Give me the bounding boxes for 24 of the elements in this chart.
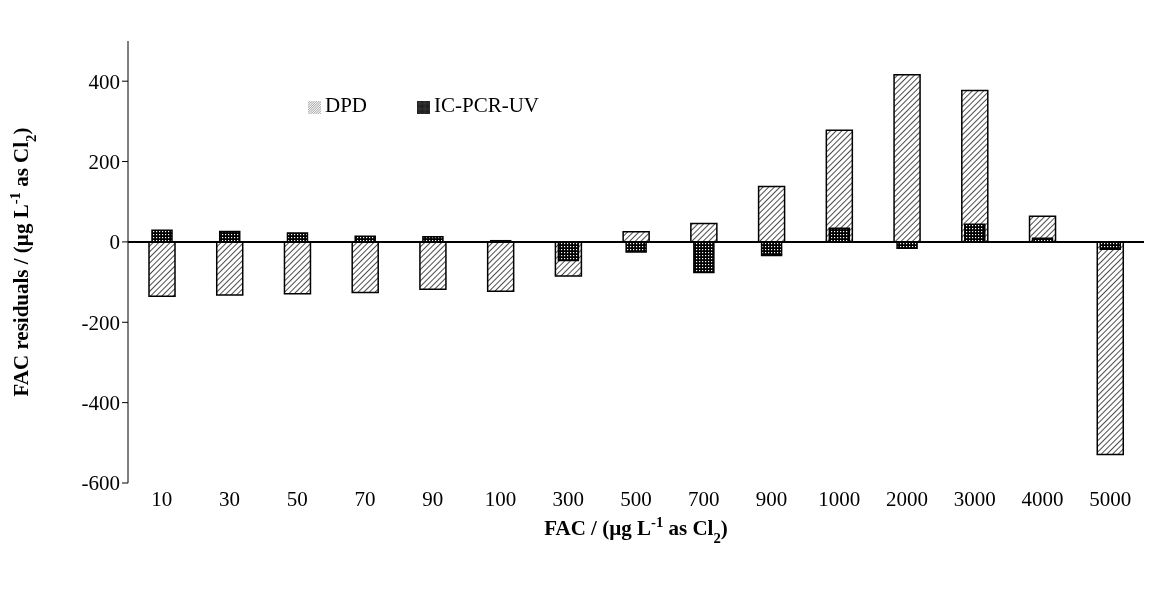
x-tick-label: 4000: [1021, 486, 1064, 511]
x-tick-label: 5000: [1089, 486, 1132, 511]
x-tick-label: 1000: [818, 486, 861, 511]
y-tick-label: -600: [81, 471, 120, 496]
x-tick-label: 700: [687, 486, 720, 511]
x-tick-label: 90: [422, 486, 444, 511]
x-axis-title: FAC / (µg L$^{-1}$ as Cl$_{2}$): [544, 514, 728, 546]
legend-label: DPD: [325, 93, 368, 117]
x-tick-label: 900: [755, 486, 788, 511]
x-tick-label: 3000: [953, 486, 996, 511]
x-tick-label: 30: [219, 486, 241, 511]
x-tick-label: 500: [620, 486, 652, 511]
x-tick-label: 100: [484, 486, 517, 511]
y-tick-label: 200: [88, 150, 120, 174]
y-tick-label: -400: [81, 391, 120, 416]
x-tick-label: 2000: [885, 486, 928, 511]
legend-label: IC-PCR-UV: [434, 93, 540, 117]
x-tick-label: 300: [552, 486, 585, 511]
y-tick-label: 0: [109, 230, 120, 255]
x-tick-label: 50: [286, 486, 308, 511]
x-tick-label: 10: [151, 486, 173, 511]
y-tick-label: -200: [81, 310, 120, 335]
y-tick-label: 400: [88, 69, 120, 94]
x-tick-label: 70: [354, 486, 376, 511]
